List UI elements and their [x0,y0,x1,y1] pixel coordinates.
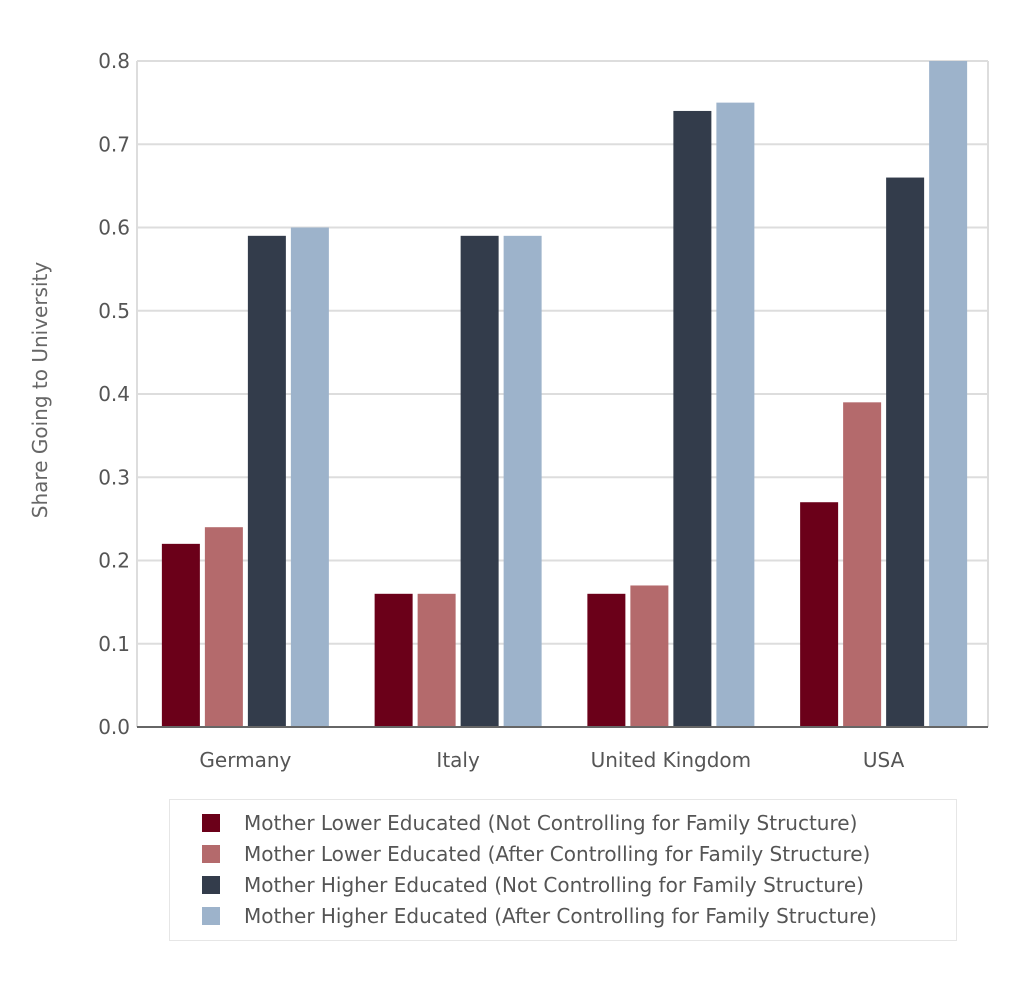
bars [161,61,968,728]
bar-usa-series-1 [800,502,839,727]
y-axis-title: Share Going to University [28,262,52,519]
legend-swatch [202,876,220,894]
bar-united-kingdom-series-4 [716,102,755,727]
legend-item-1[interactable]: Mother Lower Educated (Not Controlling f… [202,811,857,835]
bar-usa-series-2 [843,402,882,727]
bar-germany-series-2 [204,527,243,727]
legend-label: Mother Higher Educated (After Controllin… [244,904,877,928]
bar-united-kingdom-series-3 [673,110,712,727]
legend-swatch [202,845,220,863]
x-category-labels: Germany Italy United Kingdom USA [199,748,904,772]
bar-usa-series-4 [929,61,968,727]
x-category-label: Germany [199,748,291,772]
legend-label: Mother Higher Educated (Not Controlling … [244,873,864,897]
x-category-label: Italy [436,748,480,772]
bar-italy-series-3 [460,235,499,727]
legend-item-3[interactable]: Mother Higher Educated (Not Controlling … [202,873,864,897]
bar-germany-series-3 [247,235,286,727]
bar-italy-series-2 [417,593,456,727]
y-tick-label: 0.0 [98,715,130,739]
legend: Mother Lower Educated (Not Controlling f… [169,799,957,941]
y-tick-label: 0.2 [98,549,130,573]
y-tick-label: 0.5 [98,299,130,323]
legend-label: Mother Lower Educated (Not Controlling f… [244,811,858,835]
bar-chart: 0.0 0.1 0.2 0.3 0.4 0.5 0.6 0.7 0.8 Germany Italy… [28,49,989,772]
y-tick-label: 0.8 [98,49,130,73]
legend-item-4[interactable]: Mother Higher Educated (After Controllin… [202,904,877,928]
y-tick-label: 0.1 [98,632,130,656]
x-category-label: United Kingdom [591,748,752,772]
legend-label: Mother Lower Educated (After Controlling… [244,842,871,866]
bar-italy-series-4 [503,235,542,727]
bar-germany-series-1 [161,543,200,727]
x-category-label: USA [863,748,905,772]
bar-united-kingdom-series-2 [630,585,669,727]
y-tick-labels: 0.0 0.1 0.2 0.3 0.4 0.5 0.6 0.7 0.8 [98,49,130,739]
bar-united-kingdom-series-1 [587,593,626,727]
legend-swatch [202,907,220,925]
y-tick-label: 0.6 [98,216,130,240]
y-tick-label: 0.7 [98,132,130,156]
bar-italy-series-1 [374,593,413,727]
axes [136,61,989,728]
y-tick-label: 0.3 [98,465,130,489]
legend-item-2[interactable]: Mother Lower Educated (After Controlling… [202,842,870,866]
bar-usa-series-3 [886,177,925,728]
y-tick-label: 0.4 [98,382,130,406]
legend-swatch [202,814,220,832]
bar-germany-series-4 [290,227,329,727]
